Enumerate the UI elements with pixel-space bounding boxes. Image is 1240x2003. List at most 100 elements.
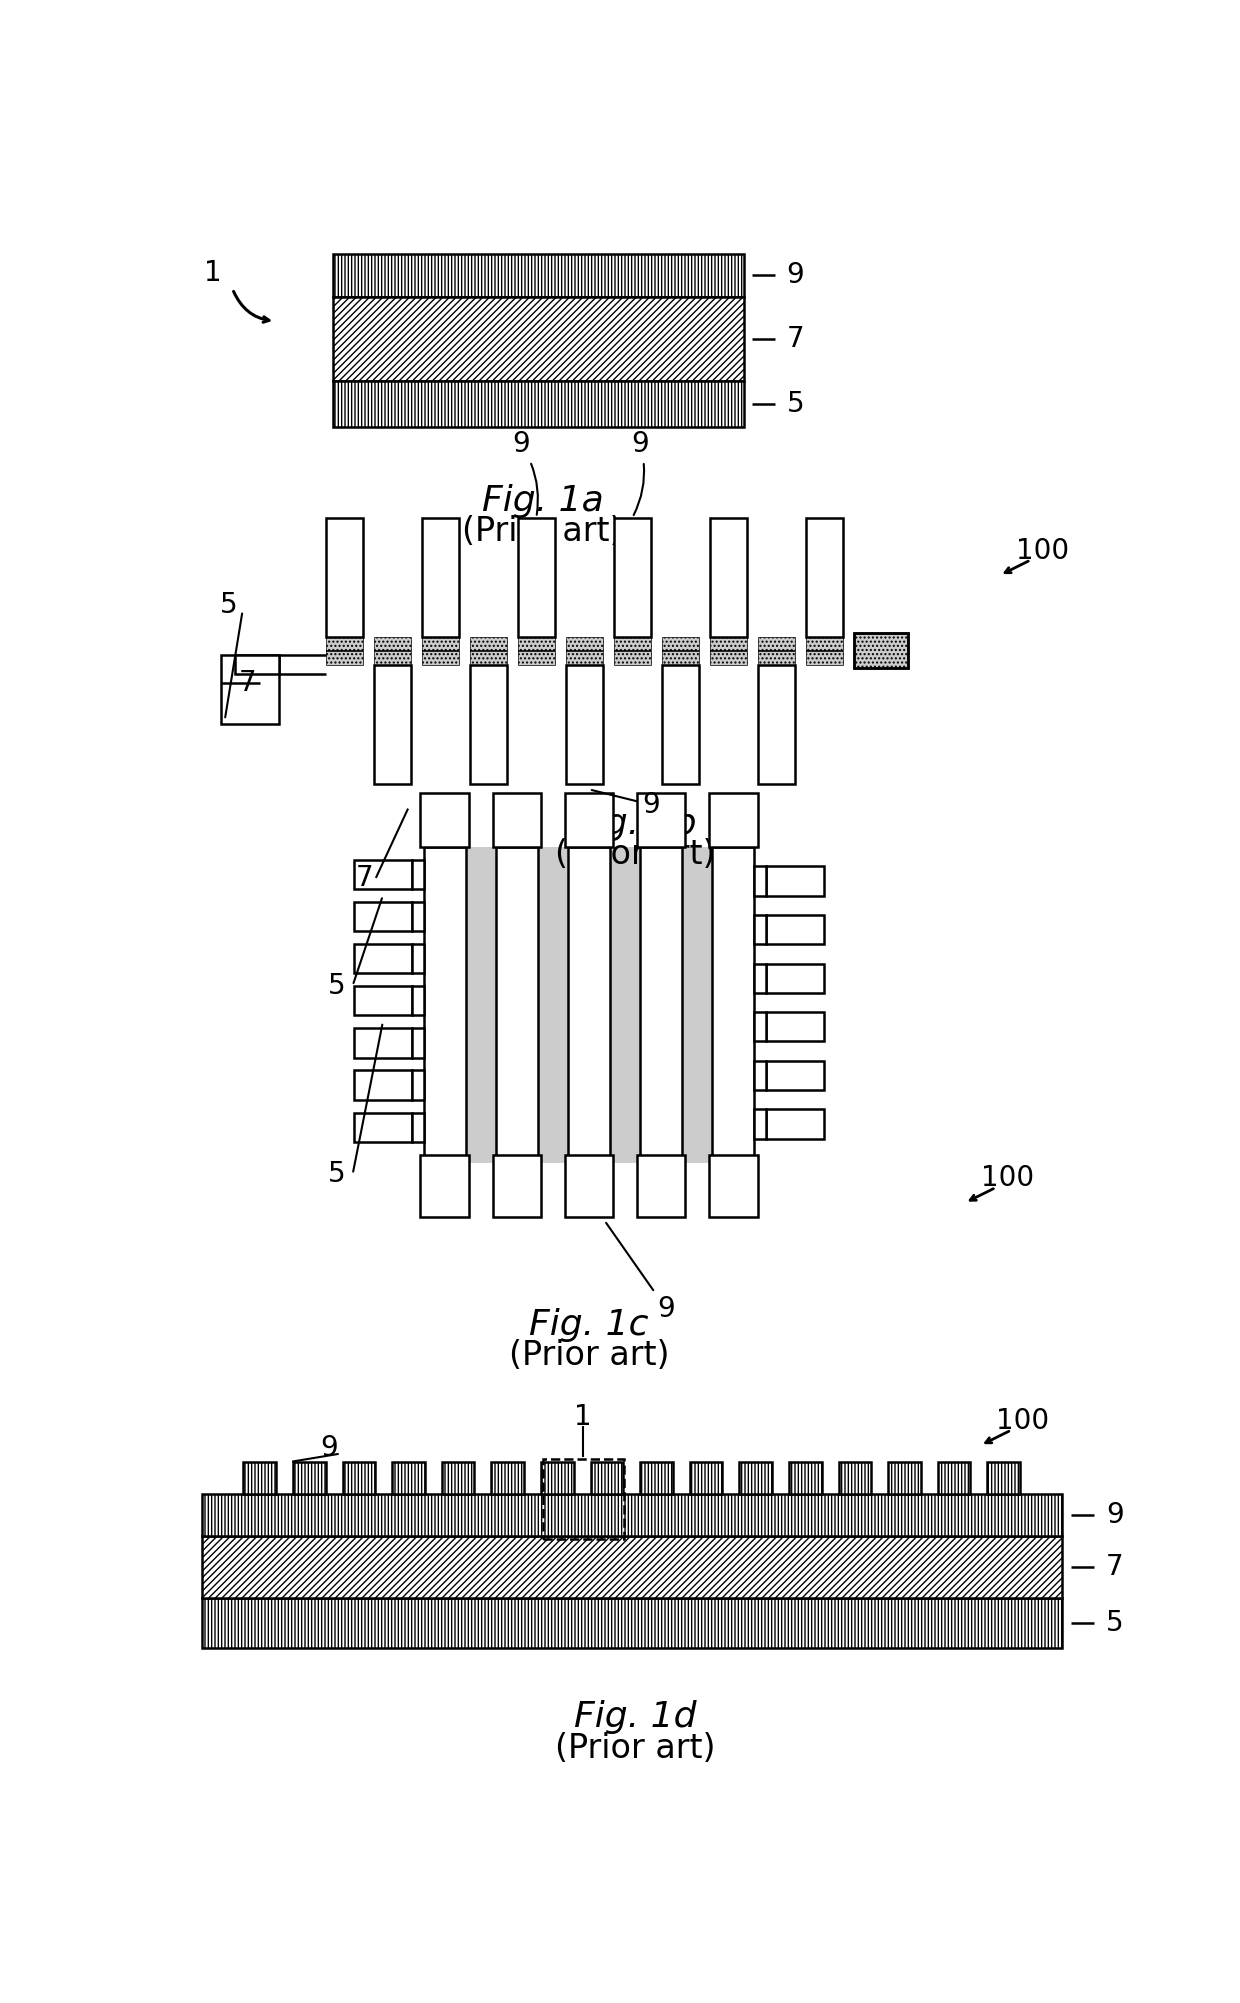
Bar xyxy=(754,867,766,895)
Bar xyxy=(709,793,758,847)
Bar xyxy=(466,847,496,1164)
Bar xyxy=(412,1070,424,1100)
Bar xyxy=(614,517,651,637)
Bar xyxy=(293,1462,326,1494)
Bar xyxy=(243,1462,277,1494)
Text: 100: 100 xyxy=(997,1406,1049,1434)
Text: (Prior art): (Prior art) xyxy=(556,1731,715,1765)
Bar xyxy=(353,859,412,889)
Bar xyxy=(373,665,410,783)
Text: 100: 100 xyxy=(1016,537,1069,565)
Bar xyxy=(492,1156,542,1216)
Text: 9: 9 xyxy=(320,1434,339,1462)
Bar xyxy=(353,901,412,931)
Bar xyxy=(541,1462,573,1494)
Text: 7: 7 xyxy=(1106,1552,1123,1580)
Bar xyxy=(754,1110,766,1138)
Bar xyxy=(610,847,640,1164)
Bar xyxy=(325,637,362,665)
Text: 9: 9 xyxy=(631,431,649,515)
Bar xyxy=(614,637,651,665)
Bar xyxy=(854,633,908,669)
Text: 5: 5 xyxy=(329,971,346,999)
Text: 9: 9 xyxy=(606,1224,676,1324)
Bar xyxy=(201,1494,1061,1536)
Text: 100: 100 xyxy=(981,1164,1034,1192)
Bar xyxy=(518,637,556,665)
Text: 5: 5 xyxy=(329,1160,346,1188)
Bar xyxy=(353,943,412,973)
Text: 9: 9 xyxy=(512,431,538,515)
Text: 9: 9 xyxy=(1106,1500,1123,1528)
Bar xyxy=(636,1156,686,1216)
Bar xyxy=(412,943,424,973)
Bar xyxy=(412,1112,424,1142)
Text: 9: 9 xyxy=(786,262,805,288)
Bar xyxy=(412,859,424,889)
Bar xyxy=(709,637,746,665)
Bar xyxy=(689,1462,722,1494)
Bar xyxy=(373,637,410,665)
Bar xyxy=(662,637,699,665)
Bar xyxy=(492,793,542,847)
Bar xyxy=(334,254,744,296)
Text: Fig. 1a: Fig. 1a xyxy=(481,483,604,517)
Bar xyxy=(709,517,746,637)
Bar xyxy=(201,1598,1061,1648)
Bar xyxy=(424,847,754,1164)
Bar xyxy=(422,517,459,637)
Bar xyxy=(987,1462,1019,1494)
Text: 5: 5 xyxy=(786,391,805,419)
Bar xyxy=(543,1460,624,1538)
Text: 9: 9 xyxy=(591,789,660,819)
Bar xyxy=(470,665,507,783)
Text: (Prior art): (Prior art) xyxy=(556,839,715,871)
Bar xyxy=(854,633,908,669)
Bar xyxy=(353,1070,412,1100)
Bar xyxy=(682,847,712,1164)
Text: 7: 7 xyxy=(786,324,805,353)
Bar xyxy=(640,1462,672,1494)
Text: 7: 7 xyxy=(239,669,257,697)
Bar xyxy=(888,1462,920,1494)
Bar xyxy=(353,1028,412,1058)
Bar xyxy=(806,637,843,665)
Bar xyxy=(568,847,610,1164)
Bar xyxy=(565,637,603,665)
Bar xyxy=(422,637,459,665)
Text: Fig. 1b: Fig. 1b xyxy=(574,807,697,841)
Bar xyxy=(766,915,825,943)
Bar xyxy=(754,963,766,993)
Text: 1: 1 xyxy=(574,1402,591,1430)
Bar xyxy=(758,637,795,665)
Bar xyxy=(766,1012,825,1042)
Bar xyxy=(766,963,825,993)
Bar xyxy=(353,985,412,1016)
Bar xyxy=(420,1156,469,1216)
Bar xyxy=(470,637,507,665)
Bar xyxy=(234,655,279,673)
Bar xyxy=(412,1028,424,1058)
Bar xyxy=(739,1462,771,1494)
Bar xyxy=(221,655,279,723)
Bar xyxy=(424,847,466,1164)
Bar xyxy=(564,1156,614,1216)
Text: (Prior art): (Prior art) xyxy=(463,515,622,549)
Bar xyxy=(518,517,556,637)
Bar xyxy=(712,847,754,1164)
Bar xyxy=(789,1462,821,1494)
Bar xyxy=(342,1462,374,1494)
Bar xyxy=(838,1462,870,1494)
Bar xyxy=(806,517,843,637)
Text: Fig. 1c: Fig. 1c xyxy=(529,1308,649,1342)
Bar xyxy=(766,867,825,895)
Bar xyxy=(420,793,469,847)
Bar xyxy=(662,665,699,783)
Bar xyxy=(392,1462,424,1494)
Bar xyxy=(754,915,766,943)
Bar xyxy=(565,665,603,783)
Bar xyxy=(496,847,538,1164)
Text: 5: 5 xyxy=(219,591,237,619)
Bar xyxy=(201,1536,1061,1598)
Bar xyxy=(758,665,795,783)
